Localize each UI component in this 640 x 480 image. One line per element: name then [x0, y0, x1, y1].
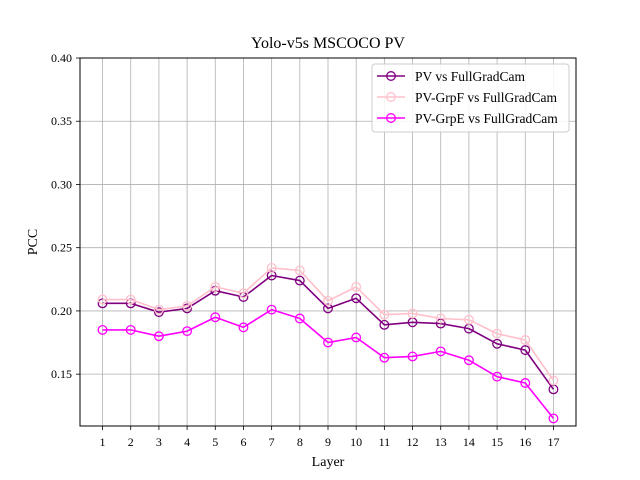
data-point	[463, 355, 474, 366]
y-tick-label: 0.35	[51, 114, 72, 128]
series-line	[102, 274, 555, 390]
data-point	[407, 351, 418, 362]
x-axis-label: Layer	[312, 455, 345, 470]
data-point	[520, 345, 531, 356]
y-axis: 0.15 0.20 0.25 0.30 0.35 0.40	[51, 51, 80, 381]
x-tick-label: 9	[325, 435, 331, 449]
data-point	[210, 281, 221, 292]
data-point	[210, 312, 221, 323]
data-point	[463, 314, 474, 325]
data-point	[407, 308, 418, 319]
legend-marker	[386, 71, 396, 81]
x-tick-label: 10	[350, 435, 362, 449]
data-point	[153, 307, 164, 318]
data-point	[294, 265, 305, 276]
x-tick-label: 16	[519, 435, 531, 449]
legend-marker	[386, 113, 396, 123]
data-point	[153, 304, 164, 315]
data-point	[492, 338, 503, 349]
series-group	[97, 262, 559, 386]
data-point	[266, 262, 277, 273]
x-tick-label: 5	[212, 435, 218, 449]
y-tick-label: 0.40	[51, 51, 72, 65]
y-axis-label: PCC	[26, 229, 41, 255]
legend-label: PV-GrpE vs FullGradCam	[415, 111, 558, 126]
data-point	[266, 270, 277, 281]
x-tick-label: 6	[240, 435, 246, 449]
data-point	[153, 331, 164, 342]
legend: PV vs FullGradCam PV-GrpF vs FullGradCam P…	[371, 63, 570, 133]
legend-box	[371, 63, 570, 133]
x-tick-label: 3	[156, 435, 162, 449]
data-point	[323, 337, 333, 348]
x-tick-label: 1	[100, 435, 106, 449]
data-point	[492, 328, 503, 339]
chart-title: Yolo-v5s MSCOCO PV	[251, 35, 405, 52]
x-tick-label: 12	[407, 435, 419, 449]
x-tick-label: 17	[547, 435, 559, 449]
data-point	[492, 371, 503, 382]
data-point	[294, 275, 305, 286]
data-point	[294, 313, 305, 324]
x-axis: 1 2 3 4 5 6 7 8 9 10 11 12 13 14 15 16 17	[100, 426, 559, 449]
legend-marker	[386, 92, 396, 102]
data-point	[182, 300, 193, 311]
series-group	[97, 270, 559, 395]
series-line	[102, 267, 555, 381]
data-point	[548, 413, 559, 424]
legend-label: PV-GrpF vs FullGradCam	[415, 90, 558, 105]
data-point	[379, 309, 390, 320]
y-tick-label: 0.25	[51, 241, 72, 255]
data-point	[520, 378, 531, 388]
x-tick-label: 4	[184, 435, 190, 449]
data-point	[435, 346, 446, 357]
legend-label: PV vs FullGradCam	[415, 69, 526, 84]
y-tick-label: 0.20	[51, 304, 72, 318]
series-line	[102, 308, 555, 419]
x-tick-label: 13	[435, 435, 447, 449]
x-tick-label: 7	[269, 435, 275, 449]
data-point	[435, 313, 446, 324]
data-point	[238, 288, 249, 299]
data-point	[351, 281, 362, 292]
grid-lines	[80, 57, 576, 426]
data-point	[351, 293, 362, 304]
data-point	[238, 322, 249, 333]
data-point	[97, 294, 108, 305]
data-point	[182, 303, 193, 314]
data-point	[379, 352, 390, 363]
x-tick-label: 8	[297, 435, 303, 449]
x-tick-label: 11	[379, 435, 391, 449]
x-tick-label: 2	[128, 435, 134, 449]
data-point	[520, 335, 531, 345]
data-point	[379, 319, 390, 330]
data-point	[125, 294, 136, 305]
data-point	[323, 303, 333, 314]
series-lines	[97, 262, 559, 424]
data-point	[125, 324, 136, 335]
data-point	[548, 375, 559, 386]
data-point	[351, 332, 362, 343]
data-point	[97, 324, 108, 335]
y-tick-label: 0.15	[51, 367, 72, 381]
y-tick-label: 0.30	[51, 177, 72, 191]
x-tick-label: 14	[463, 435, 475, 449]
data-point	[266, 304, 277, 315]
data-point	[323, 295, 333, 306]
data-point	[182, 326, 193, 337]
x-tick-label: 15	[491, 435, 503, 449]
series-group	[97, 304, 559, 424]
